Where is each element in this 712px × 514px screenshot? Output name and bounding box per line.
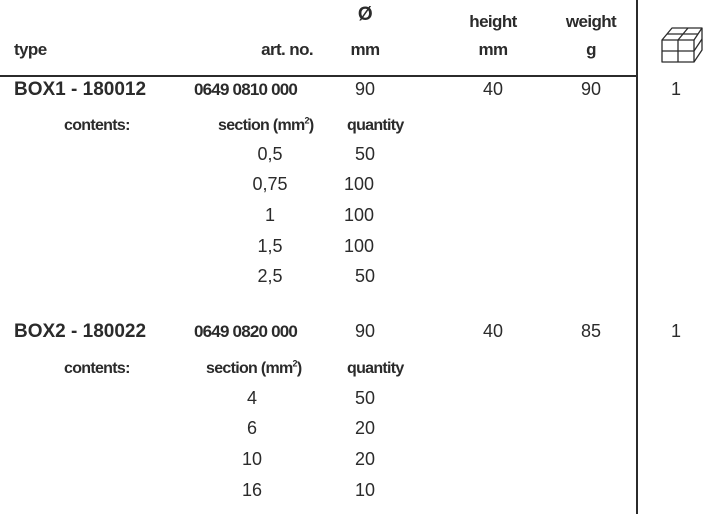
- box-height: 40: [482, 321, 504, 341]
- box-weight: 85: [580, 321, 602, 341]
- section-value: 0,5: [257, 144, 283, 164]
- header-weight-unit: g: [586, 40, 596, 59]
- box-type: BOX1 - 180012: [14, 79, 147, 100]
- section-value: 2,5: [257, 266, 283, 286]
- header-divider: [0, 75, 638, 77]
- quantity-value: 50: [355, 266, 376, 286]
- header-height-unit: mm: [478, 40, 508, 59]
- box-type: BOX2 - 180022: [14, 321, 147, 342]
- section-header: section (mm2): [218, 115, 314, 134]
- section-value: 1,5: [257, 236, 283, 256]
- quantity-value: 10: [355, 480, 376, 500]
- header-diameter: Ø: [357, 4, 373, 25]
- quantity-value: 100: [344, 205, 375, 225]
- quantity-header: quantity: [347, 117, 404, 134]
- section-value: 6: [246, 418, 257, 438]
- quantity-value: 50: [355, 388, 376, 408]
- box-diameter: 90: [354, 79, 376, 99]
- contents-label: contents:: [64, 117, 130, 134]
- box-weight: 90: [580, 79, 602, 99]
- column-divider: [636, 0, 638, 514]
- header-height: height: [469, 12, 517, 31]
- box-diameter: 90: [354, 321, 376, 341]
- quantity-value: 50: [355, 144, 376, 164]
- header-art-no: art. no.: [261, 40, 313, 59]
- section-value: 0,75: [252, 174, 288, 194]
- header-weight: weight: [565, 12, 617, 31]
- contents-label: contents:: [64, 360, 130, 377]
- package-box-icon: [661, 27, 703, 63]
- section-header: section (mm2): [206, 358, 302, 377]
- section-value: 16: [241, 480, 263, 500]
- quantity-value: 20: [355, 449, 376, 469]
- box-art-no: 0649 0820 000: [194, 322, 298, 341]
- section-value: 4: [246, 388, 257, 408]
- box-packs: 1: [670, 321, 681, 341]
- box-packs: 1: [670, 79, 681, 99]
- section-value: 10: [241, 449, 263, 469]
- quantity-value: 20: [355, 418, 376, 438]
- section-value: 1: [264, 205, 275, 225]
- box-height: 40: [482, 79, 504, 99]
- quantity-value: 100: [344, 174, 375, 194]
- header-type: type: [14, 40, 47, 59]
- box-art-no: 0649 0810 000: [194, 80, 298, 99]
- quantity-header: quantity: [347, 360, 404, 377]
- header-diameter-unit: mm: [350, 40, 380, 59]
- quantity-value: 100: [344, 236, 375, 256]
